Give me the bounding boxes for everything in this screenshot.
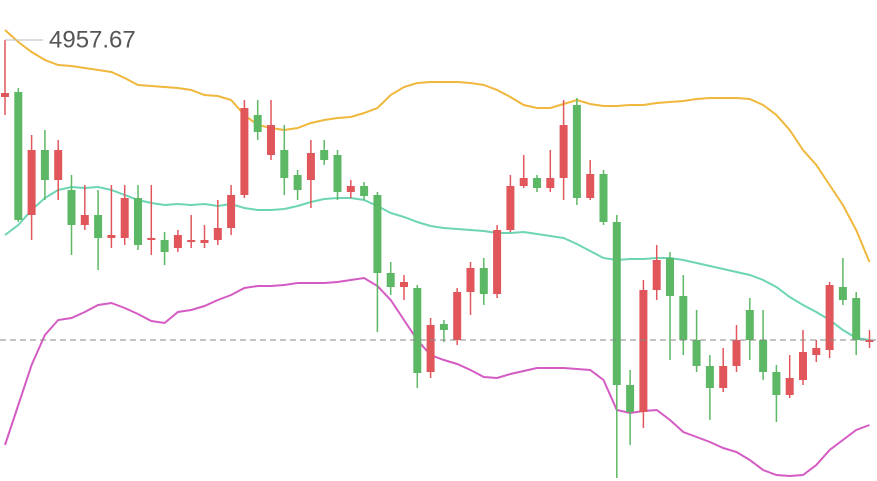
candle-body	[745, 310, 754, 340]
candle-body	[652, 260, 661, 290]
candle-body	[107, 235, 116, 238]
candle-body	[54, 150, 63, 180]
candle-body	[546, 178, 555, 188]
candle-body	[227, 195, 236, 228]
candle-body	[80, 215, 89, 225]
candle-body	[240, 108, 249, 195]
candle-body	[533, 178, 541, 188]
candle-body	[173, 235, 182, 248]
candle-body	[94, 215, 103, 238]
candle-body	[838, 287, 847, 300]
candle-body	[373, 195, 382, 273]
candle-body	[453, 292, 462, 340]
candle-body	[799, 352, 807, 380]
candle-body	[253, 115, 262, 132]
candle-body	[559, 125, 568, 178]
candle-body	[732, 340, 741, 366]
candle-body	[865, 340, 874, 342]
candle-body	[639, 290, 648, 412]
candle-body	[134, 198, 142, 245]
candle-body	[14, 92, 23, 220]
band-line	[4, 29, 871, 263]
candle-body	[200, 240, 209, 243]
candle-body	[466, 268, 475, 292]
candle-body	[187, 240, 196, 242]
candle-body	[572, 105, 581, 198]
candle-body	[626, 385, 635, 412]
candle-body	[493, 230, 502, 294]
candle-body	[413, 288, 422, 373]
candle-body	[27, 150, 36, 215]
candle-body	[439, 324, 448, 330]
candle-body	[586, 174, 595, 198]
candle-body	[293, 175, 302, 190]
candle-body	[426, 325, 435, 372]
band-line	[4, 185, 870, 341]
candle-body	[280, 150, 289, 178]
candle-body	[719, 366, 728, 388]
candle-body	[692, 340, 701, 366]
candle-body	[479, 268, 488, 294]
candle-body	[160, 240, 169, 252]
candle-body	[612, 222, 621, 385]
candle-body	[785, 378, 794, 395]
candle-body	[666, 258, 674, 296]
candle-body	[267, 125, 275, 155]
candle-body	[812, 348, 821, 355]
candle-body	[386, 273, 395, 287]
candle-body	[506, 186, 515, 230]
candle-body	[1, 93, 9, 97]
candle-body	[360, 186, 369, 196]
candle-body	[40, 150, 49, 180]
band-line	[4, 276, 870, 478]
candle-body	[772, 372, 781, 395]
candle-body	[519, 178, 528, 186]
candle-body	[400, 282, 408, 287]
candle-body	[825, 285, 834, 350]
candle-body	[320, 150, 329, 160]
candle-body	[759, 340, 768, 372]
candle-body	[306, 153, 315, 180]
candle-body	[120, 198, 129, 238]
candle-body	[852, 298, 861, 340]
candle-body	[67, 190, 76, 225]
candle-body	[333, 155, 342, 192]
candle-body	[147, 238, 156, 240]
candle-body	[679, 296, 688, 340]
candle-body	[213, 228, 222, 240]
candle-body	[346, 186, 355, 192]
candle-body	[705, 366, 714, 388]
candle-body	[599, 174, 608, 222]
max-price-label: 4957.67	[49, 26, 136, 53]
